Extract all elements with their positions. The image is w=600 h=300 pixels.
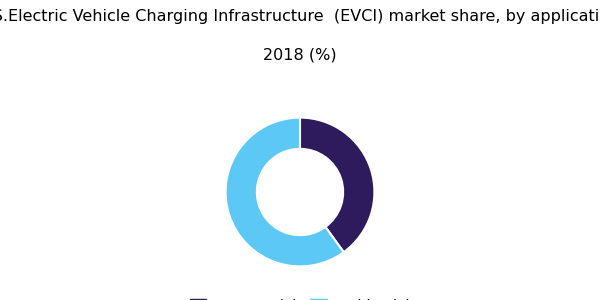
Text: U.S.Electric Vehicle Charging Infrastructure  (EVCI) market share, by applicatio: U.S.Electric Vehicle Charging Infrastruc… [0,9,600,24]
Text: 2018 (%): 2018 (%) [263,48,337,63]
Wedge shape [226,118,344,266]
Legend: Commercial, Residential: Commercial, Residential [184,294,416,300]
Wedge shape [300,118,374,252]
